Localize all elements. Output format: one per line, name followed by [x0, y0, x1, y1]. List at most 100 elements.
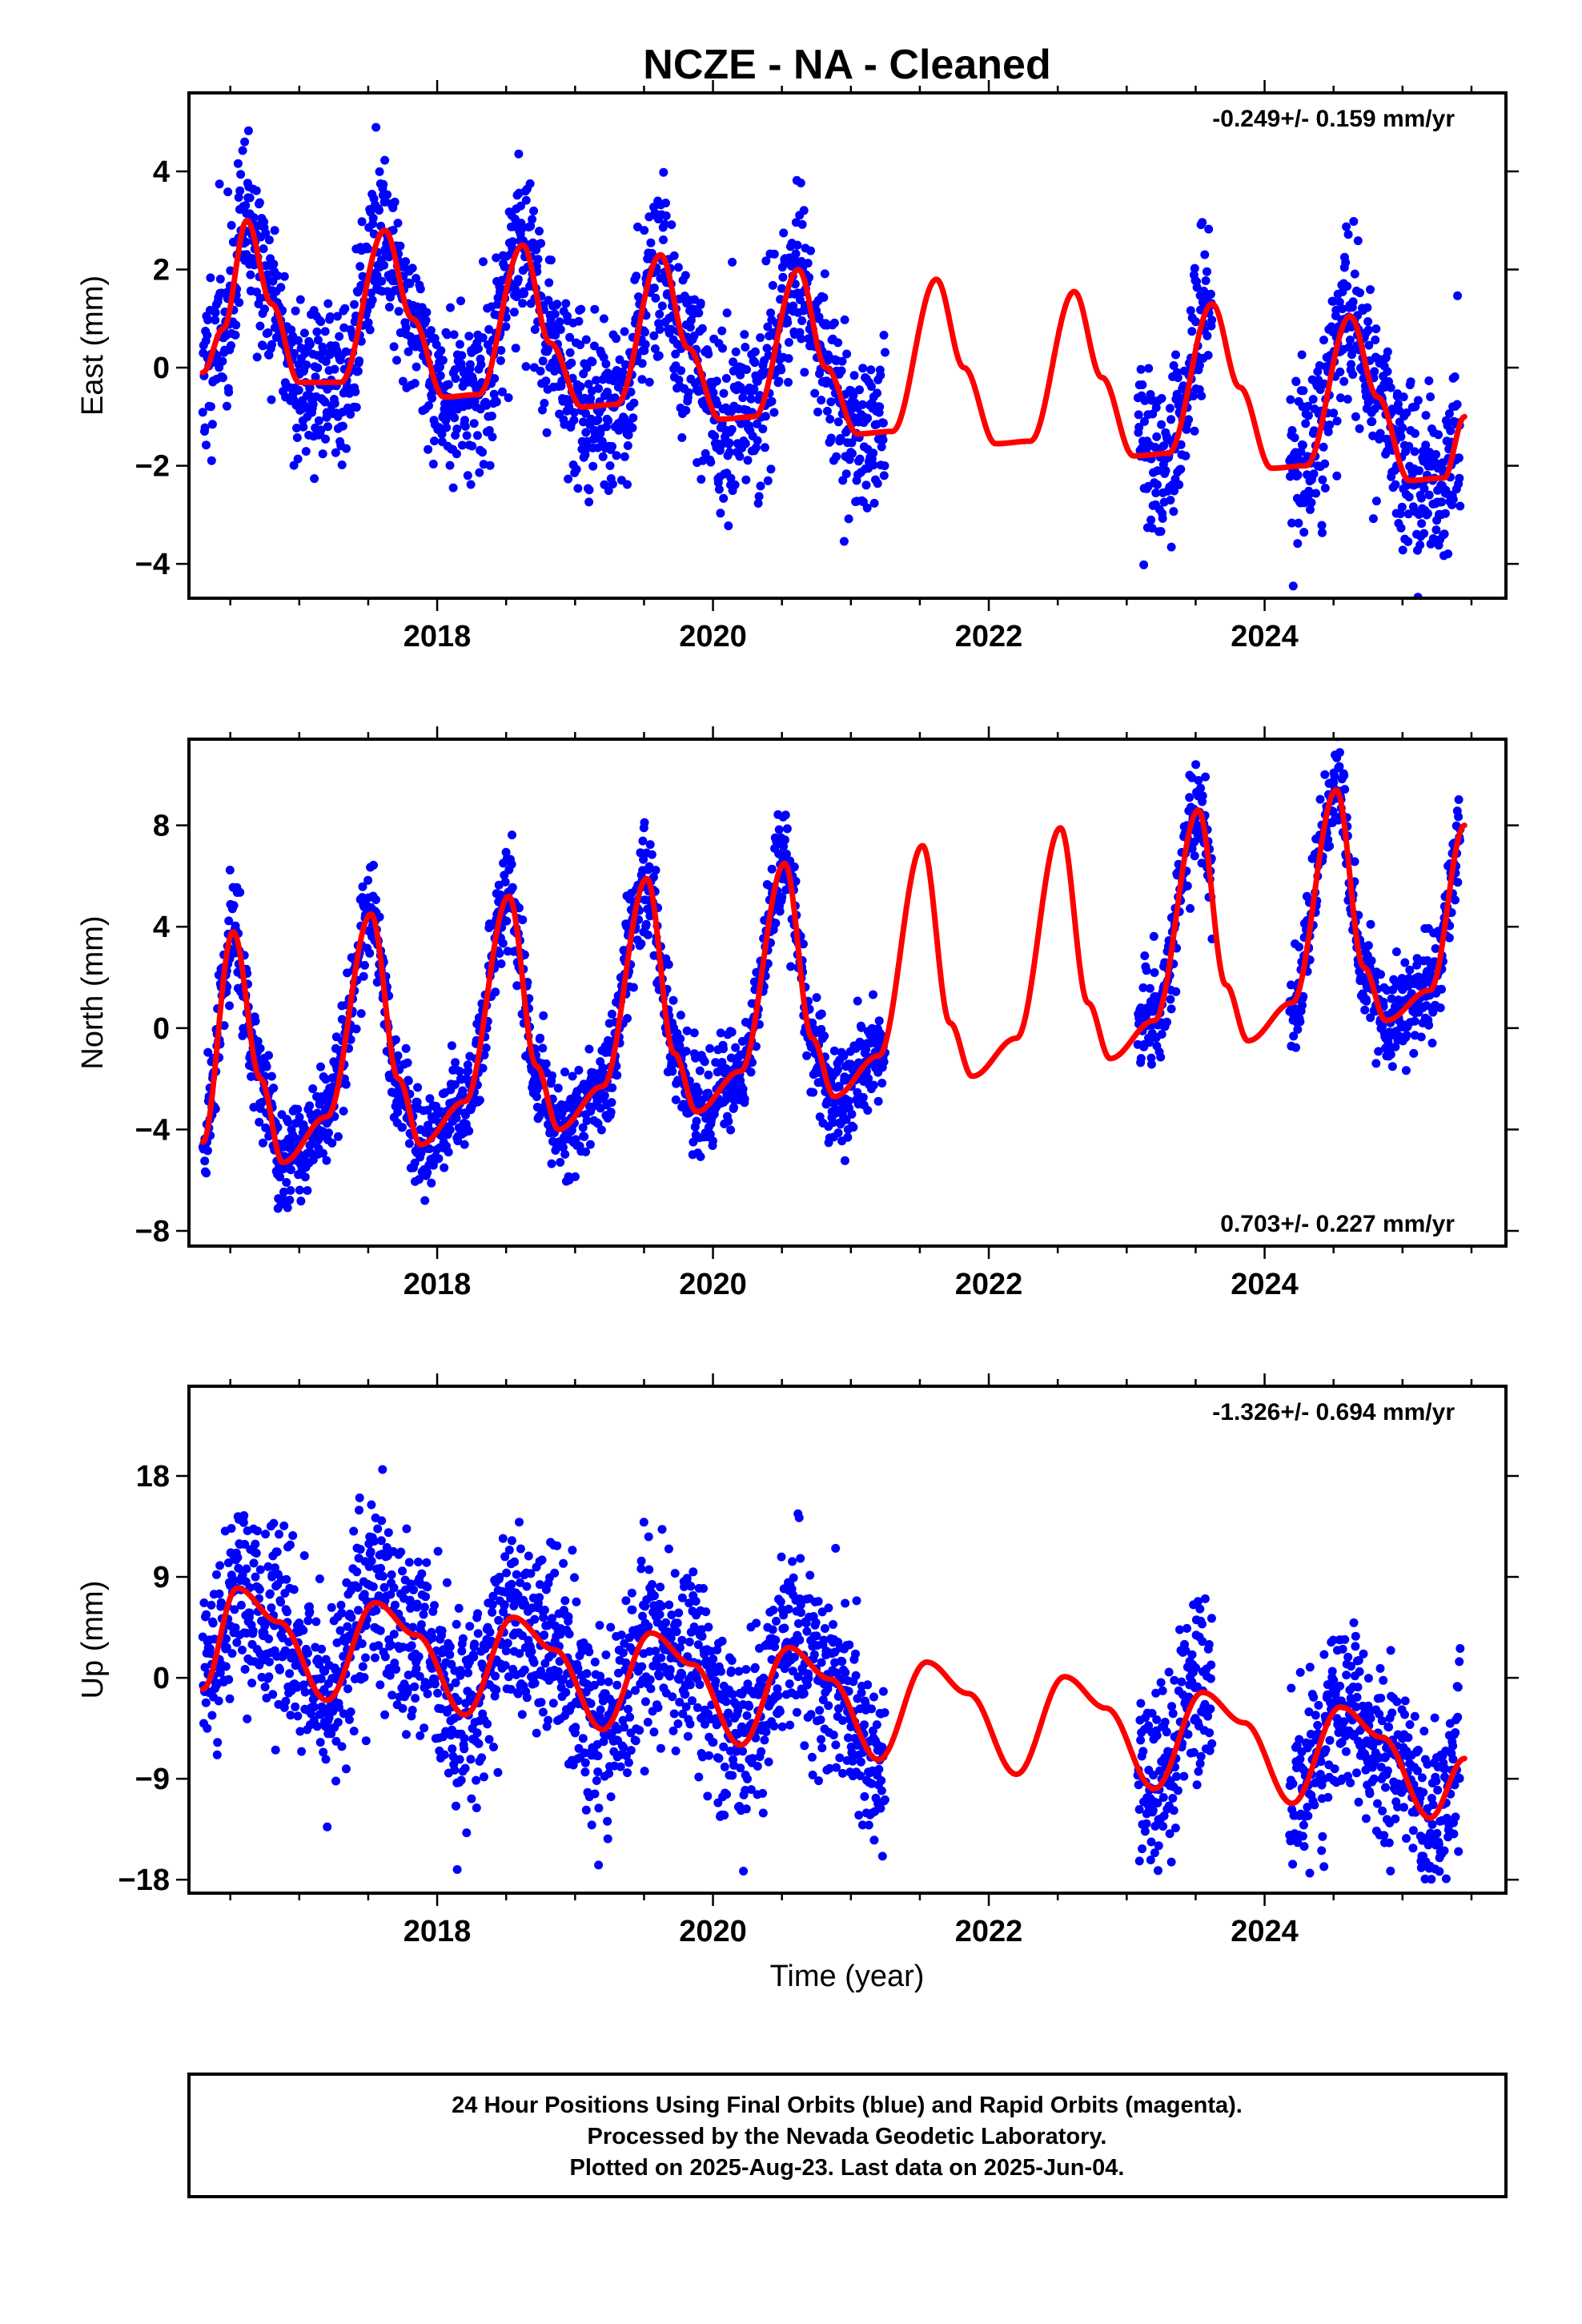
data-point: [339, 1106, 348, 1116]
data-point: [320, 397, 330, 407]
data-point: [1391, 947, 1401, 956]
data-point: [1136, 364, 1146, 374]
data-point: [338, 421, 347, 431]
data-point: [769, 249, 779, 259]
data-point: [294, 336, 303, 345]
up-points: [198, 1465, 1465, 1893]
data-point: [438, 356, 448, 365]
data-point: [742, 365, 751, 374]
data-point: [270, 226, 279, 235]
data-point: [634, 292, 643, 302]
data-point: [620, 452, 629, 461]
data-point: [203, 1723, 212, 1733]
data-point: [1140, 951, 1150, 960]
data-point: [705, 1129, 715, 1139]
data-point: [1290, 433, 1299, 443]
data-point: [829, 1118, 837, 1128]
data-point: [1387, 404, 1397, 414]
data-point: [264, 235, 274, 245]
data-point: [305, 383, 315, 392]
data-point: [601, 360, 611, 368]
data-point: [357, 217, 367, 227]
data-point: [375, 167, 384, 176]
data-point: [582, 1116, 592, 1125]
data-point: [243, 1714, 252, 1723]
data-point: [202, 1610, 211, 1619]
data-point: [593, 443, 603, 452]
data-point: [213, 1738, 223, 1747]
data-point: [1325, 842, 1335, 850]
data-point: [636, 939, 646, 948]
data-point: [349, 1727, 359, 1736]
data-point: [215, 1561, 225, 1570]
data-point: [761, 256, 771, 266]
data-point: [290, 348, 299, 358]
data-point: [843, 1132, 853, 1142]
data-point: [320, 327, 330, 336]
data-point: [781, 810, 790, 820]
data-point: [677, 433, 687, 442]
data-point: [225, 1001, 234, 1011]
data-point: [659, 167, 669, 177]
data-point: [396, 241, 405, 251]
data-point: [623, 480, 632, 489]
data-point: [800, 368, 809, 377]
data-point: [636, 848, 645, 858]
data-point: [714, 485, 724, 494]
data-point: [826, 433, 836, 443]
data-point: [873, 1096, 883, 1106]
data-point: [1150, 968, 1159, 977]
data-point: [265, 1589, 275, 1598]
data-point: [318, 449, 327, 459]
data-point: [756, 333, 765, 343]
data-point: [259, 1138, 267, 1148]
data-point: [1335, 367, 1345, 376]
data-point: [355, 1506, 363, 1515]
data-point: [288, 1531, 298, 1540]
data-point: [841, 1115, 851, 1124]
data-point: [1347, 360, 1356, 369]
data-point: [628, 413, 638, 423]
x-tick-label: 2022: [955, 1268, 1023, 1301]
data-point: [1444, 409, 1454, 418]
data-point: [762, 344, 772, 353]
data-point: [371, 123, 381, 132]
data-point: [1367, 417, 1377, 426]
data-point: [706, 457, 716, 467]
data-point: [1293, 470, 1303, 480]
data-point: [208, 1618, 218, 1628]
data-point: [283, 1203, 292, 1212]
data-point: [696, 1152, 705, 1161]
data-point: [731, 347, 741, 356]
data-point: [1151, 403, 1161, 412]
data-point: [550, 309, 560, 319]
data-point: [207, 420, 217, 429]
data-point: [784, 377, 793, 387]
data-point: [1350, 269, 1359, 279]
data-point: [1148, 409, 1158, 419]
data-point: [445, 460, 455, 470]
data-point: [753, 499, 763, 508]
data-point: [582, 363, 592, 372]
data-point: [564, 474, 573, 484]
data-point: [303, 1186, 312, 1196]
data-point: [211, 308, 220, 317]
data-point: [869, 1080, 878, 1090]
data-point: [647, 850, 656, 859]
data-point: [346, 1707, 355, 1717]
y-tick-label: 0: [153, 1012, 170, 1046]
data-point: [1339, 376, 1349, 386]
data-point: [321, 434, 331, 444]
data-point: [275, 1665, 284, 1675]
data-point: [314, 416, 323, 425]
data-point: [1396, 432, 1406, 441]
data-point: [316, 1674, 326, 1683]
data-point: [456, 296, 465, 306]
data-point: [498, 387, 507, 396]
data-point: [1308, 395, 1318, 404]
data-point: [202, 440, 211, 450]
y-tick-label: 8: [153, 810, 170, 843]
figure-title: NCZE - NA - Cleaned: [643, 42, 1050, 88]
data-point: [212, 1570, 221, 1579]
data-point: [200, 423, 210, 432]
